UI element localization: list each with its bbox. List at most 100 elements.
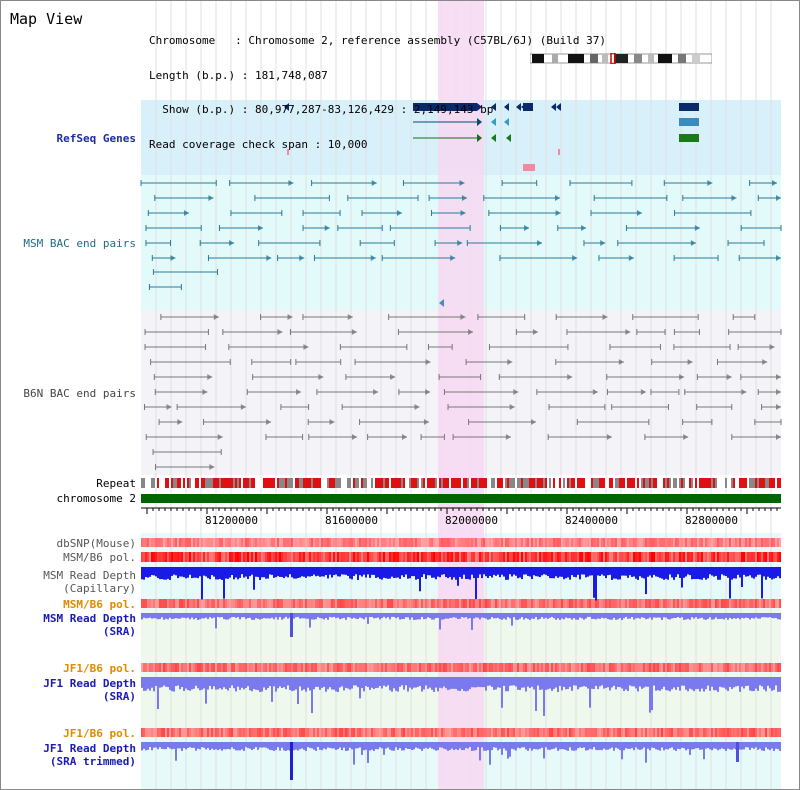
depth-bar [641, 677, 643, 689]
pol-cell [187, 538, 189, 547]
depth-bar [761, 567, 763, 599]
pol-cell [197, 552, 199, 562]
msm-b6-pol-2-label[interactable]: MSM/B6 pol. [63, 598, 136, 611]
chromosome-ideogram[interactable] [530, 53, 712, 64]
pol-cell [359, 728, 361, 737]
depth-bar [307, 677, 309, 688]
depth-bar [371, 742, 373, 750]
depth-bar [543, 742, 545, 759]
depth-bar [483, 677, 485, 688]
repeat-segment [607, 478, 609, 488]
pol-cell [665, 728, 667, 737]
pol-cell [387, 728, 389, 737]
pol-cell [171, 728, 173, 737]
pol-cell [585, 538, 587, 547]
pol-cell [409, 728, 411, 737]
pol-cell [533, 538, 535, 547]
pol-cell [239, 663, 241, 672]
pol-cell [263, 728, 265, 737]
pol-cell [759, 552, 761, 562]
msm-b6-pol-label[interactable]: MSM/B6 pol. [63, 551, 136, 564]
pol-cell [191, 663, 193, 672]
refseq-genes-label[interactable]: RefSeq Genes [56, 132, 136, 145]
repeat-segment [599, 478, 601, 488]
pol-cell [475, 599, 477, 608]
pol-cell [517, 599, 519, 608]
pol-cell [245, 728, 247, 737]
depth-bar [171, 613, 173, 620]
msm-depth-cap-label[interactable]: MSM Read Depth [43, 569, 136, 582]
repeat-segment [421, 478, 423, 488]
pol-cell [503, 538, 505, 547]
depth-bar [465, 613, 467, 618]
pol-cell [315, 728, 317, 737]
repeat-segment [171, 478, 173, 488]
pol-cell [481, 728, 483, 737]
b6n-bac-label[interactable]: B6N BAC end pairs [23, 387, 136, 400]
pol-cell [221, 728, 223, 737]
msm-depth-sra-label[interactable]: MSM Read Depth [43, 612, 136, 625]
pol-cell [399, 663, 401, 672]
jf1-depth-trim-label[interactable]: JF1 Read Depth [43, 742, 136, 755]
depth-bar [683, 677, 685, 686]
pol-cell [679, 663, 681, 672]
depth-bar [291, 567, 293, 578]
pol-cell [323, 538, 325, 547]
pol-cell [401, 552, 403, 562]
depth-bar [769, 613, 771, 618]
pol-cell [471, 663, 473, 672]
depth-bar [659, 677, 661, 691]
pol-cell [445, 663, 447, 672]
pol-cell [479, 728, 481, 737]
jf1-b6-pol-2-label[interactable]: JF1/B6 pol. [63, 727, 136, 740]
pol-cell [593, 599, 595, 608]
pol-cell [667, 599, 669, 608]
bac-arrow [567, 374, 573, 380]
bac-arrow [694, 225, 700, 231]
depth-bar [403, 677, 405, 690]
depth-bar [141, 677, 143, 688]
depth-bar [263, 742, 265, 748]
pol-cell [557, 599, 559, 608]
pol-cell [221, 552, 223, 562]
pol-cell [563, 538, 565, 547]
repeat-segment [649, 478, 651, 488]
depth-bar [411, 567, 413, 577]
pol-cell [671, 599, 673, 608]
jf1-depth-sra-label[interactable]: JF1 Read Depth [43, 677, 136, 690]
depth-bar [607, 567, 609, 576]
bac-arrow [606, 434, 612, 440]
pol-cell [657, 599, 659, 608]
repeat-segment [453, 478, 455, 488]
pol-cell [383, 538, 385, 547]
depth-bar [559, 677, 561, 686]
pol-cell [667, 538, 669, 547]
depth-bar [607, 742, 609, 750]
depth-bar [213, 742, 215, 750]
pol-cell [455, 552, 457, 562]
depth-bar [521, 613, 523, 618]
pol-cell [221, 599, 223, 608]
depth-bar [241, 613, 243, 618]
depth-bar [425, 677, 427, 686]
pol-cell [307, 599, 309, 608]
repeat-segment [665, 478, 667, 488]
dbsnp-label[interactable]: dbSNP(Mouse) [56, 537, 136, 550]
repeat-segment [761, 478, 763, 488]
depth-bar [743, 613, 745, 619]
depth-bar [147, 613, 149, 619]
pol-cell [553, 728, 555, 737]
jf1-b6-pol-label[interactable]: JF1/B6 pol. [63, 662, 136, 675]
repeat-label[interactable]: Repeat [96, 477, 136, 490]
pol-cell [765, 552, 767, 562]
repeat-segment [447, 478, 449, 488]
depth-bar [615, 613, 617, 620]
depth-bar [615, 742, 617, 748]
pol-cell [209, 552, 211, 562]
msm-bac-label[interactable]: MSM BAC end pairs [23, 237, 136, 250]
pol-cell [339, 552, 341, 562]
bac-arrow [537, 240, 543, 246]
depth-bar [695, 742, 697, 749]
pol-cell [473, 728, 475, 737]
